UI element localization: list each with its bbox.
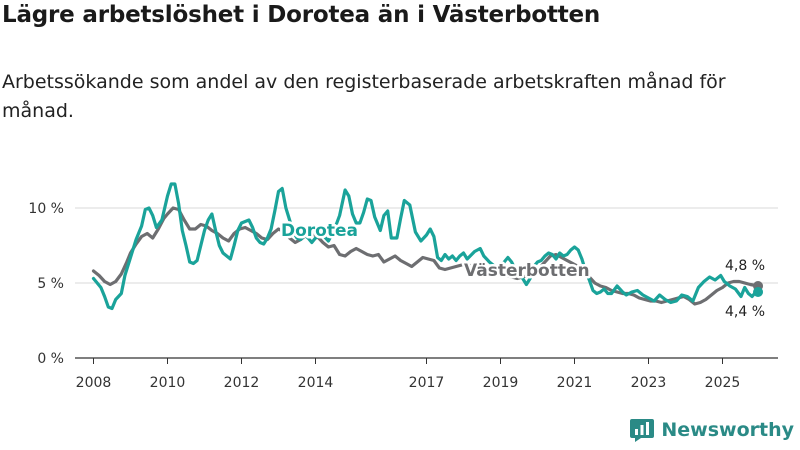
x-tick-label: 2010 — [150, 375, 186, 391]
x-axis: 2008 2010 2012 2014 2017 2019 2021 2023 2025 — [75, 357, 778, 391]
newsworthy-brand-name: Newsworthy — [661, 419, 794, 441]
y-axis-labels: 0 % 5 % 10 % — [28, 201, 64, 367]
series-line-vasterbotten — [91, 206, 760, 306]
x-tick-label: 2012 — [224, 375, 260, 391]
end-value-dorotea: 4,4 % — [725, 304, 765, 320]
series-labels: Dorotea Västerbotten 4,8 % 4,4 % — [279, 219, 768, 323]
x-tick-label: 2023 — [631, 375, 667, 391]
x-tick-label: 2021 — [557, 375, 593, 391]
newsworthy-logo-icon — [630, 419, 655, 442]
y-tick-label: 10 % — [28, 201, 64, 217]
series-line-dorotea — [91, 182, 760, 311]
x-tick-label: 2008 — [76, 375, 112, 391]
newsworthy-brand: Newsworthy — [629, 416, 794, 444]
series-lines — [91, 182, 764, 311]
series-label-dorotea: Dorotea — [281, 221, 358, 241]
series-label-vasterbotten: Västerbotten — [464, 261, 590, 281]
x-tick-label: 2025 — [705, 375, 741, 391]
y-tick-label: 5 % — [37, 276, 64, 292]
chart-subtitle: Arbetssökande som andel av den registerb… — [2, 71, 726, 122]
end-point-dorotea — [753, 287, 764, 297]
x-tick-label: 2014 — [298, 375, 334, 391]
grid-lines — [75, 207, 778, 284]
end-value-vasterbotten: 4,8 % — [725, 258, 765, 274]
x-tick-label: 2017 — [409, 375, 445, 391]
x-tick-label: 2019 — [483, 375, 519, 391]
chart-title: Lägre arbetslöshet i Dorotea än i Väster… — [2, 2, 601, 28]
y-tick-label: 0 % — [37, 351, 64, 367]
